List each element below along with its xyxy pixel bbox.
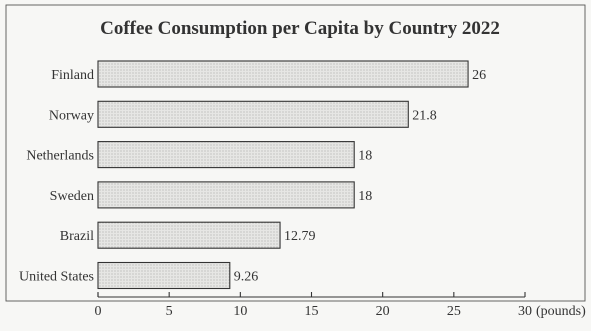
bar-finland: [97, 60, 469, 88]
bar-brazil: [97, 221, 281, 249]
x-axis-unit: (pounds): [536, 304, 586, 319]
value-label-norway: 21.8: [412, 108, 437, 123]
category-label-sweden: Sweden: [50, 189, 94, 204]
category-label-netherlands: Netherlands: [26, 149, 94, 164]
x-tick-label-15: 15: [305, 304, 319, 319]
x-tick-label-0: 0: [95, 304, 102, 319]
value-label-sweden: 18: [358, 189, 372, 204]
bar-norway: [97, 100, 409, 128]
bars-layer: Finland 26 Norway 21.8 Netherlands 18 Sweden 18…: [19, 60, 486, 290]
x-tick-label-10: 10: [233, 304, 247, 319]
category-label-united-states: United States: [19, 270, 94, 285]
value-label-united-states: 9.26: [234, 270, 259, 285]
x-tick-label-25: 25: [447, 304, 461, 319]
x-tick-label-5: 5: [166, 304, 173, 319]
x-tick-label-30: 30: [518, 304, 532, 319]
value-label-netherlands: 18: [358, 149, 372, 164]
category-label-finland: Finland: [51, 68, 94, 83]
category-label-brazil: Brazil: [60, 229, 94, 244]
value-label-finland: 26: [472, 68, 486, 83]
x-axis: 0 5 10 15 20 25 30 (pounds): [95, 292, 586, 319]
value-label-brazil: 12.79: [284, 229, 316, 244]
bar-netherlands: [97, 141, 355, 169]
chart-title: Coffee Consumption per Capita by Country…: [100, 18, 500, 39]
bar-united-states: [97, 261, 231, 290]
x-tick-label-20: 20: [376, 304, 390, 319]
bar-sweden: [97, 181, 355, 209]
category-label-norway: Norway: [49, 108, 94, 123]
